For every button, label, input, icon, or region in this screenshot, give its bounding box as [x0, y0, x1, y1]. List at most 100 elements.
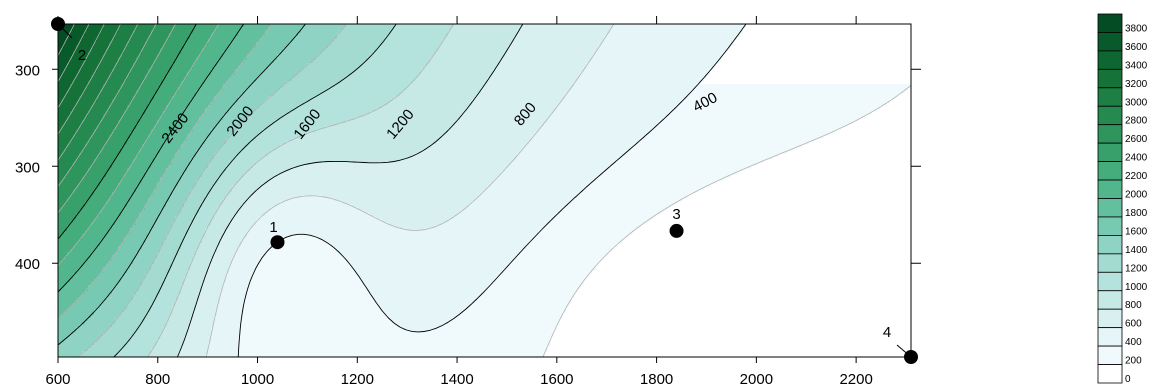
contour-band-cell: [217, 306, 245, 310]
contour-band-cell: [490, 183, 590, 187]
contour-band-cell: [205, 111, 227, 115]
contour-band-cell: [136, 60, 155, 64]
colorbar-swatch: [1097, 87, 1123, 107]
contour-band-cell: [511, 42, 602, 46]
contour-band-cell: [91, 345, 125, 349]
contour-band-cell: [220, 291, 248, 295]
contour-band-cell: [562, 99, 683, 103]
contour-band-cell: [58, 300, 77, 304]
contour-band-cell: [238, 66, 269, 70]
contour-band-cell: [190, 189, 212, 193]
contour-band-cell: [73, 138, 92, 142]
contour-band-cell: [379, 306, 470, 310]
contour-band-cell: [130, 228, 152, 232]
contour-band-cell: [187, 270, 209, 274]
contour-band-cell: [130, 36, 149, 40]
contour-band-cell: [67, 144, 86, 148]
colorbar-label: 2400: [1125, 153, 1148, 164]
contour-band-cell: [61, 75, 77, 79]
contour-band-cell: [151, 132, 170, 136]
contour-band-cell: [409, 84, 485, 88]
contour-band-cell: [259, 261, 350, 265]
contour-band-cell: [76, 48, 92, 52]
contour-band-cell: [160, 246, 182, 250]
contour-band-cell: [592, 54, 722, 58]
contour-band-cell: [247, 294, 371, 298]
contour-band-cell: [109, 261, 134, 265]
contour-band-cell: [313, 96, 395, 100]
contour-band-cell: [94, 102, 113, 106]
contour-band-cell: [385, 312, 461, 316]
contour-band-cell: [118, 246, 143, 250]
contour-band-cell: [448, 129, 539, 133]
contour-band-cell: [202, 48, 227, 52]
contour-line-3600: [58, 24, 90, 82]
contour-band-cell: [79, 69, 98, 73]
contour-band-cell: [292, 78, 344, 82]
contour-band-cell: [178, 294, 200, 298]
contour-band-cell: [109, 135, 131, 139]
contour-band-cell: [73, 189, 95, 193]
contour-band-cell: [241, 324, 398, 328]
contour-band-cell: [253, 81, 287, 85]
contour-band-cell: [85, 60, 101, 64]
contour-band-cell: [151, 195, 170, 199]
contour-band-cell: [523, 147, 632, 151]
contour-band-cell: [58, 165, 74, 169]
contour-band-cell: [235, 129, 263, 133]
contour-band-cell: [493, 72, 581, 76]
contour-band-cell: [112, 192, 134, 196]
contour-band-cell: [169, 165, 188, 169]
colorbar-swatch: [1097, 105, 1123, 126]
contour-band-cell: [157, 54, 179, 58]
contour-band-cell: [517, 30, 611, 34]
contour-band-cell: [208, 162, 230, 166]
contour-band-cell: [208, 345, 239, 349]
contour-band-cell: [244, 300, 377, 304]
contour-band-cell: [172, 222, 191, 226]
contour-band-cell: [580, 75, 707, 79]
contour-band-cell: [235, 252, 266, 256]
contour-band-cell: [256, 222, 389, 226]
contour-band-cell: [424, 66, 497, 70]
contour-band-cell: [67, 336, 101, 340]
contour-band-cell: [247, 171, 284, 175]
contour-band-cell: [688, 93, 899, 97]
contour-band-cell: [106, 264, 131, 268]
contour-band-cell: [58, 141, 71, 145]
contour-band-cell: [121, 54, 140, 58]
contour-band-cell: [391, 30, 449, 34]
contour-band-cell: [172, 192, 191, 196]
contour-band-cell: [178, 213, 197, 217]
contour-band-cell: [154, 300, 176, 304]
contour-band-cell: [136, 252, 158, 256]
contour-band-cell: [190, 33, 212, 37]
contour-band-cell: [127, 306, 152, 310]
contour-band-cell: [511, 261, 599, 265]
contour-band-cell: [199, 54, 224, 58]
contour-band-cell: [130, 72, 149, 76]
contour-band-cell: [148, 39, 167, 43]
contour-band-cell: [76, 213, 101, 217]
contour-band-cell: [397, 324, 443, 328]
x-tick-label: 2200: [839, 371, 872, 388]
contour-band-cell: [181, 348, 209, 352]
contour-band-cell: [106, 171, 128, 175]
contour-band-cell: [181, 84, 203, 88]
contour-band-cell: [58, 309, 68, 313]
contour-band-cell: [145, 108, 167, 112]
contour-band-cell: [157, 183, 179, 187]
contour-band-cell: [79, 354, 116, 357]
contour-band-cell: [100, 120, 119, 124]
contour-band-cell: [379, 45, 440, 49]
contour-band-cell: [214, 324, 242, 328]
contour-band-cell: [385, 39, 443, 43]
contour-band-cell: [343, 201, 473, 205]
contour-band-cell: [133, 63, 155, 67]
contour-band-cell: [58, 72, 65, 76]
contour-band-cell: [553, 216, 653, 220]
contour-band-cell: [73, 246, 98, 250]
contour-band-cell: [646, 135, 824, 139]
contour-band-cell: [184, 339, 212, 343]
contour-band-cell: [271, 24, 305, 28]
